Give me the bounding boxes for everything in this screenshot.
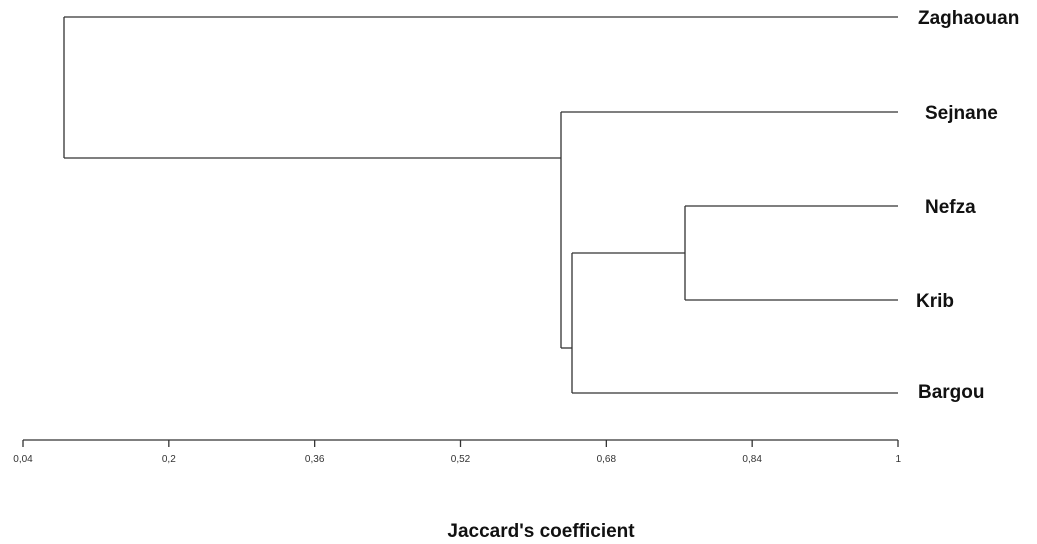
x-axis-tick-label: 0,68: [597, 454, 617, 465]
x-axis-tick-label: 0,84: [742, 454, 762, 465]
x-axis-tick-label: 1: [895, 454, 901, 465]
leaf-label-bargou: Bargou: [918, 382, 985, 403]
leaf-label-sejnane: Sejnane: [925, 103, 998, 124]
x-axis-tick-label: 0,36: [305, 454, 325, 465]
x-axis-tick-label: 0,52: [451, 454, 471, 465]
x-axis-tick-label: 0,04: [13, 454, 33, 465]
x-axis-title: Jaccard's coefficient: [447, 521, 635, 542]
leaf-label-krib: Krib: [916, 291, 954, 312]
x-axis-tick-label: 0,2: [162, 454, 176, 465]
x-axis-ticks: 0,04 0,2 0,36 0,52 0,68 0,84 1: [13, 440, 901, 465]
leaf-label-zaghaouan: Zaghaouan: [918, 8, 1019, 29]
leaf-label-nefza: Nefza: [925, 197, 976, 218]
